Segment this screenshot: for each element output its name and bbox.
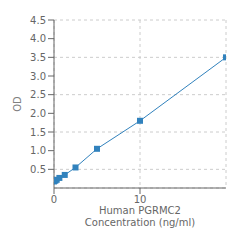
svg-text:0.5: 0.5 <box>30 164 46 175</box>
svg-text:2.5: 2.5 <box>30 89 46 100</box>
svg-text:2.0: 2.0 <box>30 108 46 119</box>
svg-text:4.0: 4.0 <box>30 33 46 44</box>
svg-text:10: 10 <box>134 194 147 205</box>
svg-text:0: 0 <box>51 194 57 205</box>
svg-text:1.0: 1.0 <box>30 145 46 156</box>
svg-text:3.0: 3.0 <box>30 71 46 82</box>
svg-text:4.5: 4.5 <box>30 15 46 26</box>
svg-text:OD: OD <box>12 96 23 112</box>
svg-text:1.5: 1.5 <box>30 127 46 138</box>
svg-text:Human PGRMC2Concentration (ng/: Human PGRMC2Concentration (ng/ml) <box>85 205 195 228</box>
svg-text:3.5: 3.5 <box>30 52 46 63</box>
